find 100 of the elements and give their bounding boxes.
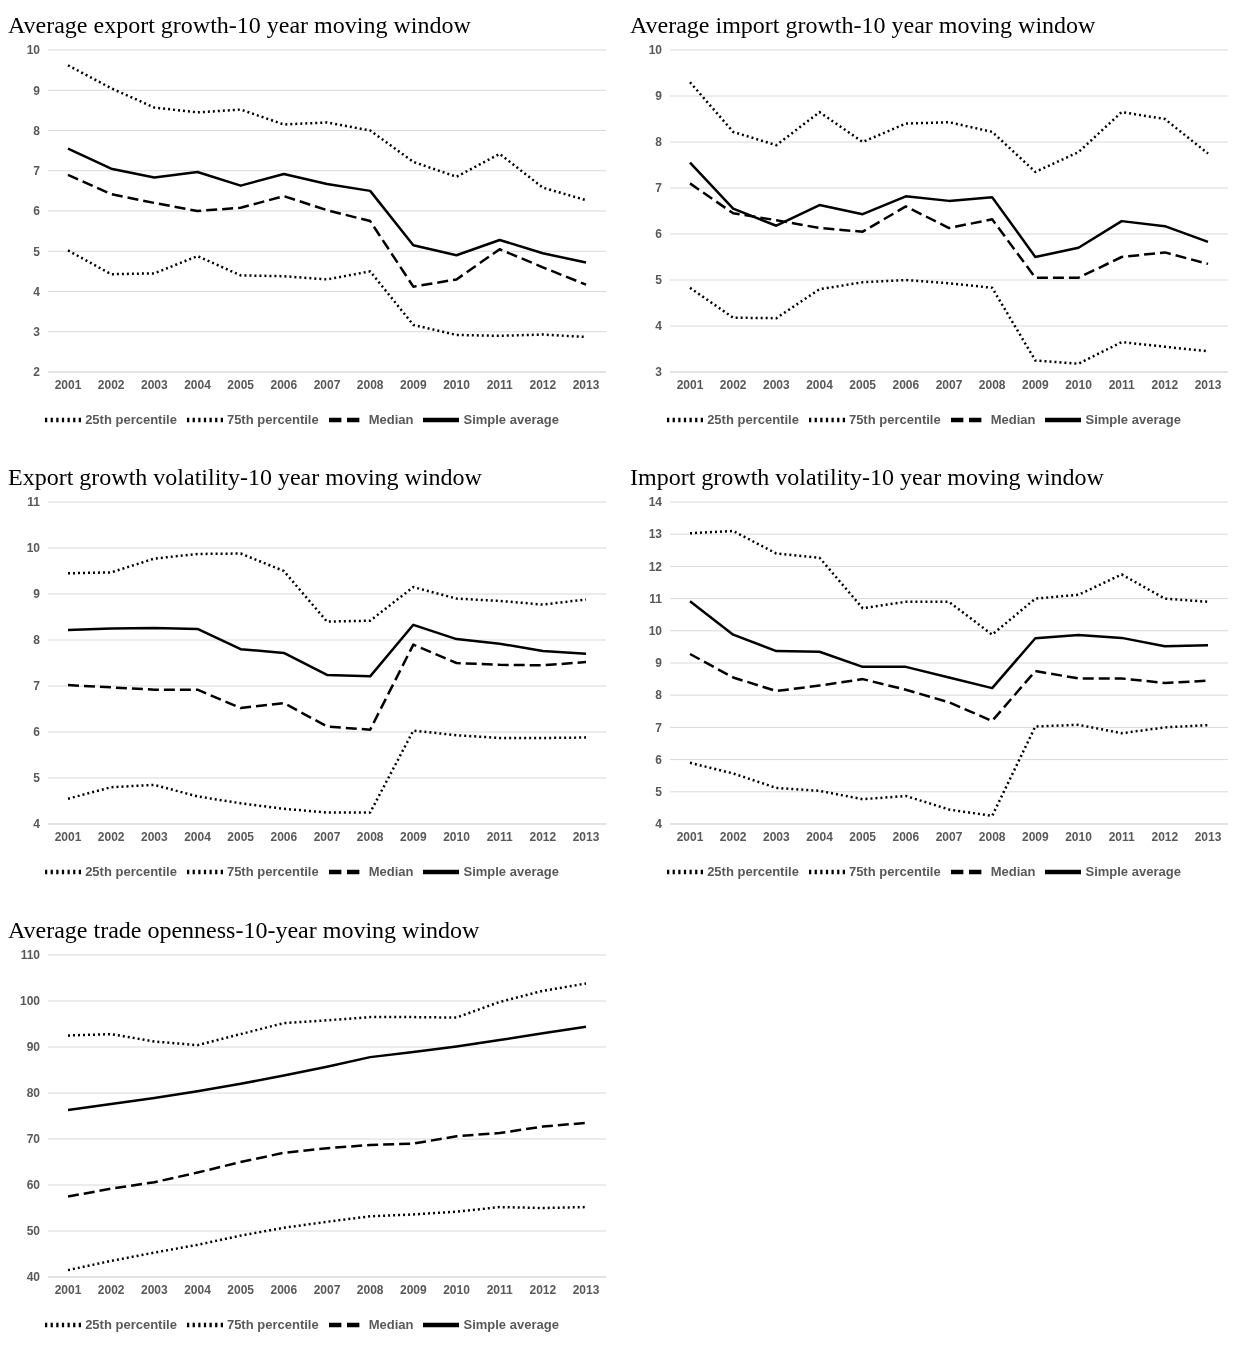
x-tick-label: 2001: [54, 829, 82, 844]
legend-label: Median: [368, 1316, 414, 1332]
x-tick-label: 2013: [572, 829, 600, 844]
legend-label: 75th percentile: [226, 863, 319, 879]
x-tick-label: 2009: [1021, 829, 1049, 844]
x-tick-label: 2012: [529, 377, 557, 392]
legend-label: Simple average: [463, 411, 559, 427]
legend-label: Median: [990, 863, 1036, 879]
y-tick-label: 100: [19, 994, 41, 1009]
y-tick-label: 7: [655, 181, 663, 196]
y-tick-label: 3: [655, 365, 663, 380]
chart-title: Average export growth-10 year moving window: [8, 11, 472, 40]
legend-label: 75th percentile: [848, 411, 941, 427]
y-tick-label: 11: [649, 591, 663, 606]
legend-label: 25th percentile: [85, 863, 177, 879]
x-tick-label: 2002: [97, 377, 125, 392]
x-tick-label: 2010: [443, 377, 471, 392]
x-tick-label: 2012: [1151, 377, 1179, 392]
chart-title: Average trade openness-10-year moving window: [8, 916, 481, 945]
x-tick-label: 2009: [1021, 377, 1049, 392]
y-tick-label: 10: [648, 43, 663, 58]
y-tick-label: 4: [33, 284, 41, 299]
y-tick-label: 7: [655, 720, 663, 735]
x-tick-label: 2007: [313, 377, 341, 392]
y-tick-label: 4: [655, 319, 663, 334]
line-series: [688, 723, 1210, 818]
y-tick-label: 9: [655, 89, 663, 104]
x-tick-label: 2003: [140, 1282, 168, 1297]
line-series: [66, 147, 588, 264]
x-tick-label: 2005: [227, 1282, 255, 1297]
y-tick-label: 40: [26, 1270, 41, 1285]
legend-label: 25th percentile: [707, 863, 799, 879]
y-tick-label: 90: [26, 1040, 41, 1055]
x-tick-label: 2003: [762, 829, 790, 844]
y-tick-label: 6: [655, 227, 663, 242]
x-tick-label: 2011: [1108, 829, 1135, 844]
x-tick-label: 2006: [270, 829, 298, 844]
x-tick-label: 2013: [572, 377, 600, 392]
line-series: [66, 1205, 588, 1272]
x-tick-label: 2002: [719, 829, 747, 844]
y-tick-label: 7: [33, 679, 41, 694]
x-tick-label: 2012: [1151, 829, 1179, 844]
legend-label: Simple average: [463, 863, 559, 879]
line-series: [66, 1025, 588, 1112]
x-tick-label: 2009: [399, 829, 427, 844]
x-tick-label: 2003: [140, 377, 168, 392]
legend-label: 25th percentile: [85, 411, 177, 427]
x-tick-label: 2009: [399, 377, 427, 392]
y-tick-label: 50: [26, 1224, 41, 1239]
line-series: [66, 623, 588, 678]
line-series: [66, 552, 588, 623]
line-series: [66, 729, 588, 814]
line-series: [66, 64, 588, 202]
line-series: [688, 80, 1210, 174]
x-tick-label: 2004: [184, 1282, 212, 1297]
x-tick-label: 2001: [676, 377, 704, 392]
x-tick-label: 2007: [935, 377, 963, 392]
x-tick-label: 2007: [935, 829, 963, 844]
y-tick-label: 2: [33, 365, 41, 380]
x-tick-label: 2010: [1065, 829, 1093, 844]
y-tick-label: 5: [655, 785, 663, 800]
y-tick-label: 8: [655, 135, 663, 150]
x-tick-label: 2012: [529, 1282, 557, 1297]
x-tick-label: 2008: [978, 829, 1006, 844]
line-series: [66, 1121, 588, 1198]
x-tick-label: 2002: [97, 1282, 125, 1297]
y-tick-label: 6: [655, 752, 663, 767]
line-series: [66, 982, 588, 1047]
x-tick-label: 2004: [806, 829, 834, 844]
y-tick-label: 6: [33, 204, 41, 219]
chart-title: Average import growth-10 year moving window: [630, 11, 1097, 40]
x-tick-label: 2011: [1108, 377, 1135, 392]
y-tick-label: 60: [26, 1178, 41, 1193]
x-tick-label: 2001: [54, 377, 82, 392]
x-tick-label: 2011: [486, 377, 513, 392]
y-tick-label: 14: [648, 495, 663, 510]
legend-label: Simple average: [463, 1316, 559, 1332]
x-tick-label: 2006: [892, 829, 920, 844]
y-tick-label: 12: [648, 559, 663, 574]
x-tick-label: 2009: [399, 1282, 427, 1297]
legend-label: Simple average: [1085, 411, 1181, 427]
x-tick-label: 2013: [572, 1282, 600, 1297]
y-tick-label: 8: [33, 633, 41, 648]
y-tick-label: 110: [20, 948, 41, 963]
x-tick-label: 2004: [806, 377, 834, 392]
legend-label: 25th percentile: [707, 411, 799, 427]
x-tick-label: 2005: [849, 829, 877, 844]
x-tick-label: 2010: [443, 1282, 471, 1297]
x-tick-label: 2005: [849, 377, 877, 392]
x-tick-label: 2005: [227, 377, 255, 392]
legend-label: 75th percentile: [226, 1316, 319, 1332]
legend-label: 75th percentile: [226, 411, 319, 427]
line-series: [688, 599, 1210, 690]
y-tick-label: 5: [655, 273, 663, 288]
x-tick-label: 2004: [184, 829, 212, 844]
y-tick-label: 10: [648, 624, 663, 639]
line-series: [66, 173, 588, 288]
x-tick-label: 2004: [184, 377, 212, 392]
x-tick-label: 2008: [356, 829, 384, 844]
y-tick-label: 80: [26, 1086, 41, 1101]
